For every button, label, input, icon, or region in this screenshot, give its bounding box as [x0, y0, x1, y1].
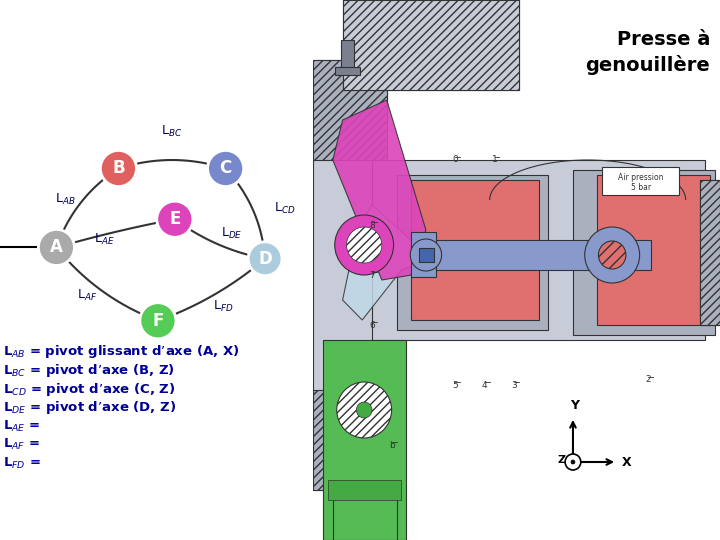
Bar: [573, 170, 715, 335]
Text: D: D: [258, 249, 272, 268]
Text: 2: 2: [646, 375, 652, 384]
Circle shape: [571, 460, 575, 464]
Circle shape: [585, 227, 639, 283]
Bar: [341, 40, 354, 72]
Text: L$_{AF}$ =: L$_{AF}$ =: [3, 437, 40, 453]
Circle shape: [248, 242, 282, 275]
Bar: [313, 390, 387, 490]
Bar: [343, 0, 519, 90]
Text: E: E: [169, 210, 181, 228]
Text: b: b: [389, 441, 395, 449]
Bar: [313, 60, 387, 490]
Text: L$_{DE}$ = pivot d’axe (D, Z): L$_{DE}$ = pivot d’axe (D, Z): [3, 399, 176, 416]
Bar: [411, 180, 539, 320]
Text: L$_{CD}$: L$_{CD}$: [274, 200, 296, 215]
Bar: [372, 160, 706, 340]
Bar: [598, 175, 710, 325]
Bar: [335, 67, 360, 75]
Text: L$_{AB}$: L$_{AB}$: [55, 192, 75, 207]
Text: Y: Y: [570, 399, 580, 412]
Bar: [416, 240, 652, 270]
Polygon shape: [333, 100, 426, 280]
Circle shape: [140, 303, 176, 339]
Bar: [328, 480, 402, 500]
Text: L$_{DE}$: L$_{DE}$: [220, 226, 242, 241]
Circle shape: [356, 402, 372, 418]
Text: L$_{CD}$ = pivot d’axe (C, Z): L$_{CD}$ = pivot d’axe (C, Z): [3, 381, 175, 397]
Bar: [603, 167, 679, 195]
Text: 4: 4: [482, 381, 487, 389]
Text: L$_{AE}$: L$_{AE}$: [94, 232, 114, 247]
Text: 7: 7: [369, 271, 375, 280]
Text: 3: 3: [511, 381, 517, 389]
Text: L$_{BC}$: L$_{BC}$: [161, 124, 183, 139]
Text: Presse à
genouillère: Presse à genouillère: [585, 30, 710, 76]
Text: 1: 1: [492, 156, 498, 165]
Text: C: C: [220, 159, 232, 178]
Bar: [333, 490, 397, 540]
Circle shape: [565, 454, 581, 470]
Circle shape: [207, 151, 243, 186]
Text: A: A: [50, 239, 63, 256]
Text: Air pression: Air pression: [618, 173, 663, 183]
Circle shape: [335, 215, 394, 275]
Circle shape: [157, 201, 193, 237]
Bar: [343, 0, 519, 90]
Bar: [313, 60, 387, 160]
Circle shape: [410, 239, 441, 271]
Circle shape: [346, 227, 382, 263]
Circle shape: [337, 382, 392, 438]
Bar: [701, 180, 720, 325]
Text: X: X: [622, 456, 631, 469]
Bar: [397, 175, 549, 330]
Circle shape: [598, 241, 626, 269]
Text: L$_{FD}$: L$_{FD}$: [212, 299, 233, 314]
Text: L$_{AE}$ =: L$_{AE}$ =: [3, 418, 40, 434]
Circle shape: [38, 230, 74, 266]
Text: 6: 6: [369, 321, 375, 329]
Text: F: F: [152, 312, 163, 330]
Bar: [411, 232, 436, 277]
Text: B: B: [112, 159, 125, 178]
Text: L$_{BC}$ = pivot d’axe (B, Z): L$_{BC}$ = pivot d’axe (B, Z): [3, 362, 175, 379]
Text: 0: 0: [452, 156, 458, 165]
Bar: [419, 248, 433, 262]
Bar: [397, 175, 549, 330]
Text: 8: 8: [369, 220, 375, 230]
Text: L$_{AB}$ = pivot glissant d’axe (A, X): L$_{AB}$ = pivot glissant d’axe (A, X): [3, 343, 239, 360]
Text: Z: Z: [557, 455, 565, 465]
Circle shape: [100, 151, 137, 186]
Bar: [701, 180, 720, 325]
Text: L$_{FD}$ =: L$_{FD}$ =: [3, 456, 40, 471]
Text: 5: 5: [452, 381, 458, 389]
Polygon shape: [343, 205, 416, 320]
Text: 5 bar: 5 bar: [631, 184, 651, 192]
Text: L$_{AF}$: L$_{AF}$: [77, 288, 97, 303]
Bar: [323, 340, 406, 540]
